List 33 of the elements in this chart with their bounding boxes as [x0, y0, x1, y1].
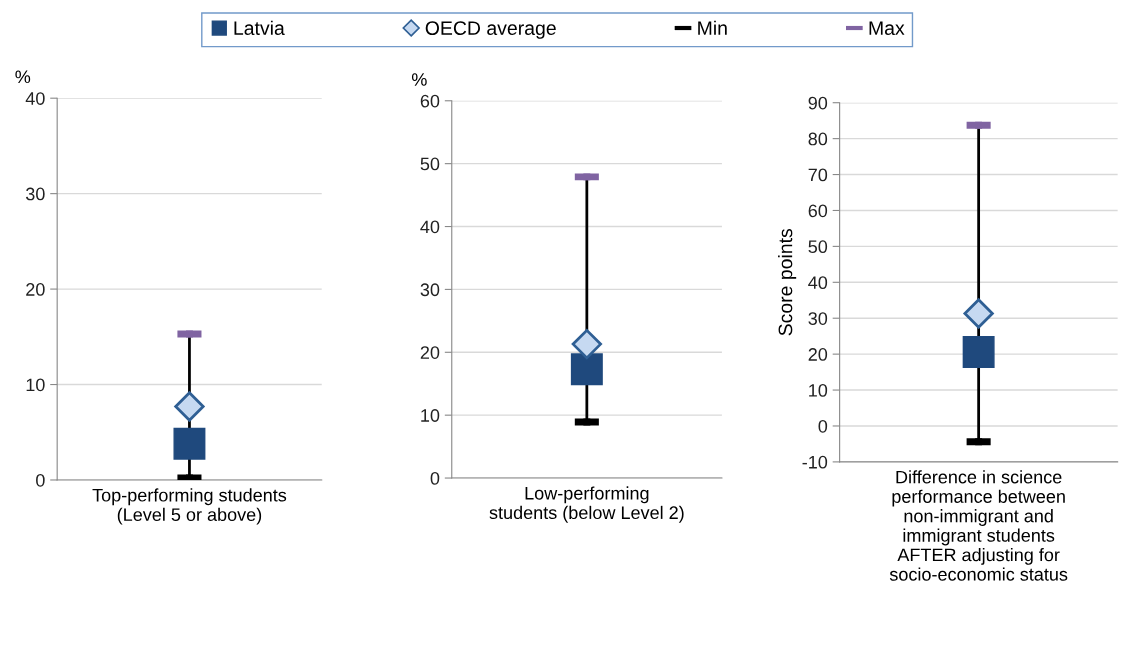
- legend-label: Max: [869, 21, 905, 36]
- y-tick-label: 90: [808, 96, 828, 110]
- y-tick-label: 20: [808, 348, 828, 361]
- y-tick-label: 40: [808, 276, 828, 290]
- y-tick-label: 0: [36, 473, 45, 487]
- y-tick-label: 40: [25, 92, 45, 105]
- y-tick-label: -10: [802, 455, 828, 469]
- y-axis-title: %: [15, 70, 31, 84]
- y-tick-label: 0: [430, 471, 440, 485]
- y-tick-label: 20: [26, 283, 45, 296]
- y-tick-label: 0: [818, 419, 828, 433]
- y-tick-label: 80: [808, 132, 828, 146]
- legend-label: OECD average: [425, 21, 556, 39]
- y-tick-label: 30: [420, 283, 440, 297]
- y-tick-label: 30: [808, 312, 828, 325]
- y-tick-label: 50: [420, 157, 440, 171]
- y-tick-label: 70: [808, 168, 828, 182]
- y-axis-title: %: [411, 73, 427, 86]
- y-tick-label: 10: [421, 409, 440, 422]
- y-axis-title: Score points: [778, 228, 797, 336]
- y-tick-label: 60: [420, 94, 440, 108]
- legend-label: Min: [698, 20, 727, 35]
- y-tick-label: 40: [420, 220, 440, 234]
- legend-label: Latvia: [234, 20, 285, 36]
- y-tick-label: 10: [809, 383, 828, 397]
- x-tick-label: Top-performing students (Level 5 or above): [92, 488, 287, 525]
- y-tick-label: 10: [26, 378, 45, 392]
- y-tick-label: 60: [808, 204, 828, 218]
- x-tick-label: Difference in science performance between non-immigrant and immigrant students AFTER adjusting for socio-economic status: [889, 470, 1068, 581]
- y-tick-label: 50: [808, 240, 828, 254]
- y-tick-label: 20: [420, 346, 440, 360]
- x-tick-label: Low-performing students (below Level 2): [489, 486, 684, 523]
- y-tick-label: 30: [25, 187, 45, 201]
